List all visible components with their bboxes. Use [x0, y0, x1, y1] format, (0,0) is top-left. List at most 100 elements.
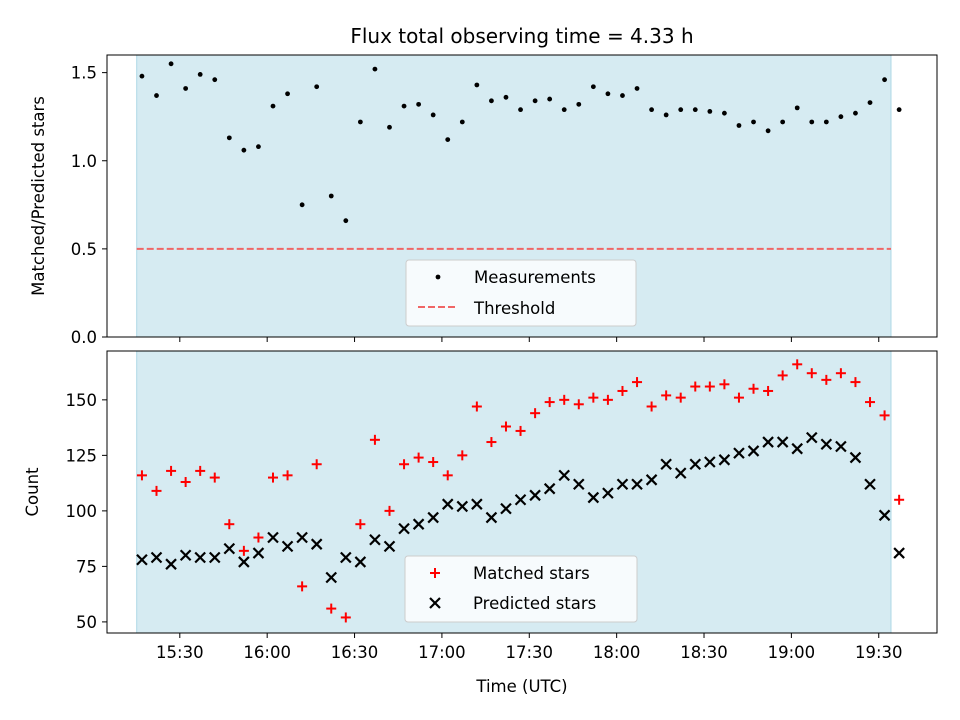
predicted-point-b [238, 556, 250, 568]
predicted-point [471, 498, 483, 510]
measurement-point [561, 107, 567, 113]
predicted-point [689, 458, 702, 471]
measurement-point [256, 144, 261, 150]
top-plot-frame [106, 54, 938, 338]
legend-label-predicted-stars: Predicted stars [473, 594, 596, 613]
predicted-point-b [645, 474, 658, 486]
predicted-point [573, 478, 585, 491]
top-y-tick-label: 0.0 [71, 328, 97, 347]
predicted-point-b [660, 458, 672, 471]
predicted-point [514, 493, 527, 506]
measurement-point [620, 93, 625, 98]
measurement-point [823, 119, 829, 125]
top-y-tick-label: 0.5 [71, 240, 97, 259]
measurement-point [474, 82, 480, 88]
predicted-point [238, 556, 250, 568]
bottom-y-tick-label: 75 [76, 557, 97, 576]
matched-point [573, 399, 584, 410]
predicted-point-b [296, 531, 308, 544]
predicted-point [718, 454, 731, 466]
matched-point [792, 359, 803, 370]
predicted-point-b [427, 511, 439, 524]
measurement-point [387, 124, 392, 130]
measurement-point [780, 119, 786, 125]
predicted-point [252, 547, 265, 559]
measurement-point [270, 103, 276, 109]
predicted-point-b [791, 442, 803, 455]
x-tick-label: 19:30 [855, 643, 903, 662]
predicted-point [194, 551, 206, 564]
predicted-point [325, 571, 338, 584]
bottom-plot-frame [106, 350, 938, 634]
predicted-point [733, 447, 745, 459]
measurement-point [154, 93, 159, 98]
predicted-point [398, 522, 410, 535]
matched-point [384, 505, 395, 516]
predicted-point [791, 442, 803, 455]
predicted-point-b [281, 540, 294, 553]
predicted-point [704, 456, 716, 468]
predicted-point [340, 551, 352, 564]
measurement-point [692, 107, 698, 113]
predicted-point-b [383, 540, 396, 553]
matched-point [704, 381, 715, 392]
measurement-point [489, 98, 494, 104]
legend-label-threshold: Threshold [473, 299, 555, 318]
matched-point [588, 392, 599, 403]
predicted-point-b [136, 553, 148, 566]
measurement-point [547, 96, 553, 102]
measurement-point [751, 119, 756, 125]
matched-point [369, 434, 380, 445]
predicted-point [412, 518, 425, 530]
matched-point [530, 408, 541, 419]
legend-measurement-marker [435, 274, 441, 280]
matched-point [675, 392, 686, 403]
predicted-point-b [398, 522, 410, 535]
matched-point [632, 377, 643, 388]
matched-point [238, 545, 249, 556]
chart-title: Flux total observing time = 4.33 h [350, 24, 693, 48]
predicted-point-b [762, 436, 774, 448]
measurement-point [445, 137, 451, 143]
predicted-point-b [573, 478, 585, 491]
matched-point [865, 397, 876, 408]
matched-point [428, 457, 439, 468]
predicted-point-b [747, 445, 760, 457]
matched-point [690, 381, 701, 392]
legend-predicted-cross [429, 597, 441, 609]
matched-point [733, 392, 744, 403]
measurement-point [416, 101, 422, 107]
matched-point [413, 452, 424, 463]
predicted-point-b [150, 551, 163, 564]
measurement-point [678, 107, 684, 113]
predicted-point [383, 540, 396, 553]
matched-point [224, 519, 235, 530]
predicted-point [820, 438, 833, 451]
matched-point [602, 394, 613, 405]
measurement-point [299, 202, 305, 208]
predicted-point-b [820, 438, 833, 451]
predicted-point-b [587, 491, 600, 504]
predicted-point-b [849, 451, 862, 464]
matched-point [326, 603, 337, 614]
top-y-axis-label: Matched/Predicted stars [29, 96, 48, 296]
matched-point [835, 368, 846, 379]
predicted-point-b [835, 440, 847, 453]
matched-point [457, 450, 468, 461]
predicted-point [136, 553, 148, 566]
predicted-point [500, 502, 512, 515]
measurement-point [576, 101, 582, 107]
bottom-y-tick-label: 150 [66, 391, 98, 410]
matched-point [297, 581, 308, 592]
x-tick-label: 16:00 [243, 643, 291, 662]
matched-point [340, 612, 351, 623]
measurement-point [867, 100, 873, 105]
predicted-point [208, 551, 221, 564]
predicted-point-b [776, 436, 789, 448]
measurement-point [853, 110, 858, 116]
matched-point [879, 410, 890, 421]
matched-point [806, 368, 817, 379]
predicted-point [150, 551, 163, 564]
predicted-point [645, 474, 658, 486]
